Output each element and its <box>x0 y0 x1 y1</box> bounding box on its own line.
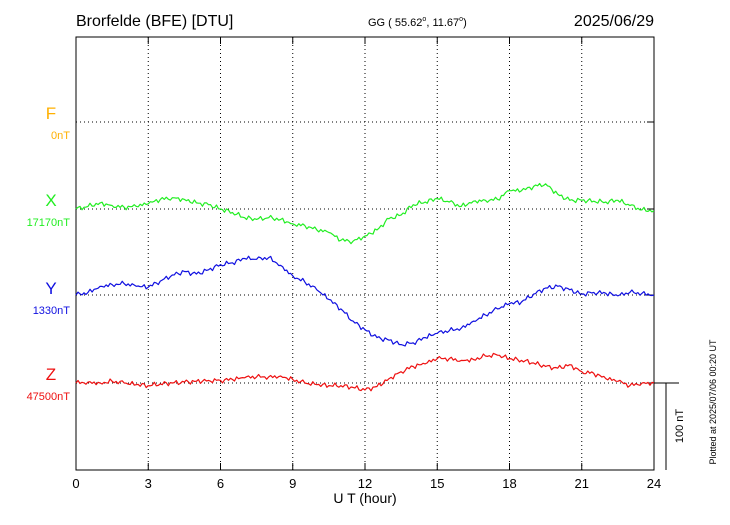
grid <box>76 37 654 470</box>
coordinates-label: GG ( 55.62o, 11.67o) <box>368 16 467 29</box>
x-tick-label: 24 <box>647 476 661 491</box>
series-baseline-f: 0nT <box>51 130 70 142</box>
trace-z <box>75 352 655 392</box>
x-axis-title: U T (hour) <box>333 490 396 506</box>
series-baseline-x: 17170nT <box>27 217 71 229</box>
scale-bar-label: 100 nT <box>674 409 686 444</box>
station-title: Brorfelde (BFE) [DTU] <box>76 13 233 30</box>
series-baseline-z: 47500nT <box>27 391 71 403</box>
x-tick-label: 15 <box>430 476 444 491</box>
x-tick-label: 6 <box>217 476 224 491</box>
series-name-z: Z <box>46 365 56 384</box>
series-traces <box>75 182 655 392</box>
trace-y <box>75 255 655 347</box>
series-name-f: F <box>46 104 56 123</box>
x-tick-label: 9 <box>289 476 296 491</box>
series-name-x: X <box>45 191 56 210</box>
x-tick-label: 0 <box>72 476 79 491</box>
x-tick-label: 18 <box>502 476 516 491</box>
series-name-y: Y <box>45 279 56 298</box>
x-tick-label: 21 <box>575 476 589 491</box>
x-ticks: 0 3 6 9 12 15 18 21 24 <box>72 37 661 491</box>
x-tick-label: 3 <box>145 476 152 491</box>
series-baseline-y: 1330nT <box>33 305 71 317</box>
series-labels: F 0nT X 17170nT Y 1330nT Z 47500nT <box>27 104 71 403</box>
date-label: 2025/06/29 <box>574 13 654 30</box>
plotted-at-note: Plotted at 2025/07/06 00:20 UT <box>708 339 718 465</box>
trace-x <box>75 182 655 245</box>
x-tick-label: 12 <box>358 476 372 491</box>
